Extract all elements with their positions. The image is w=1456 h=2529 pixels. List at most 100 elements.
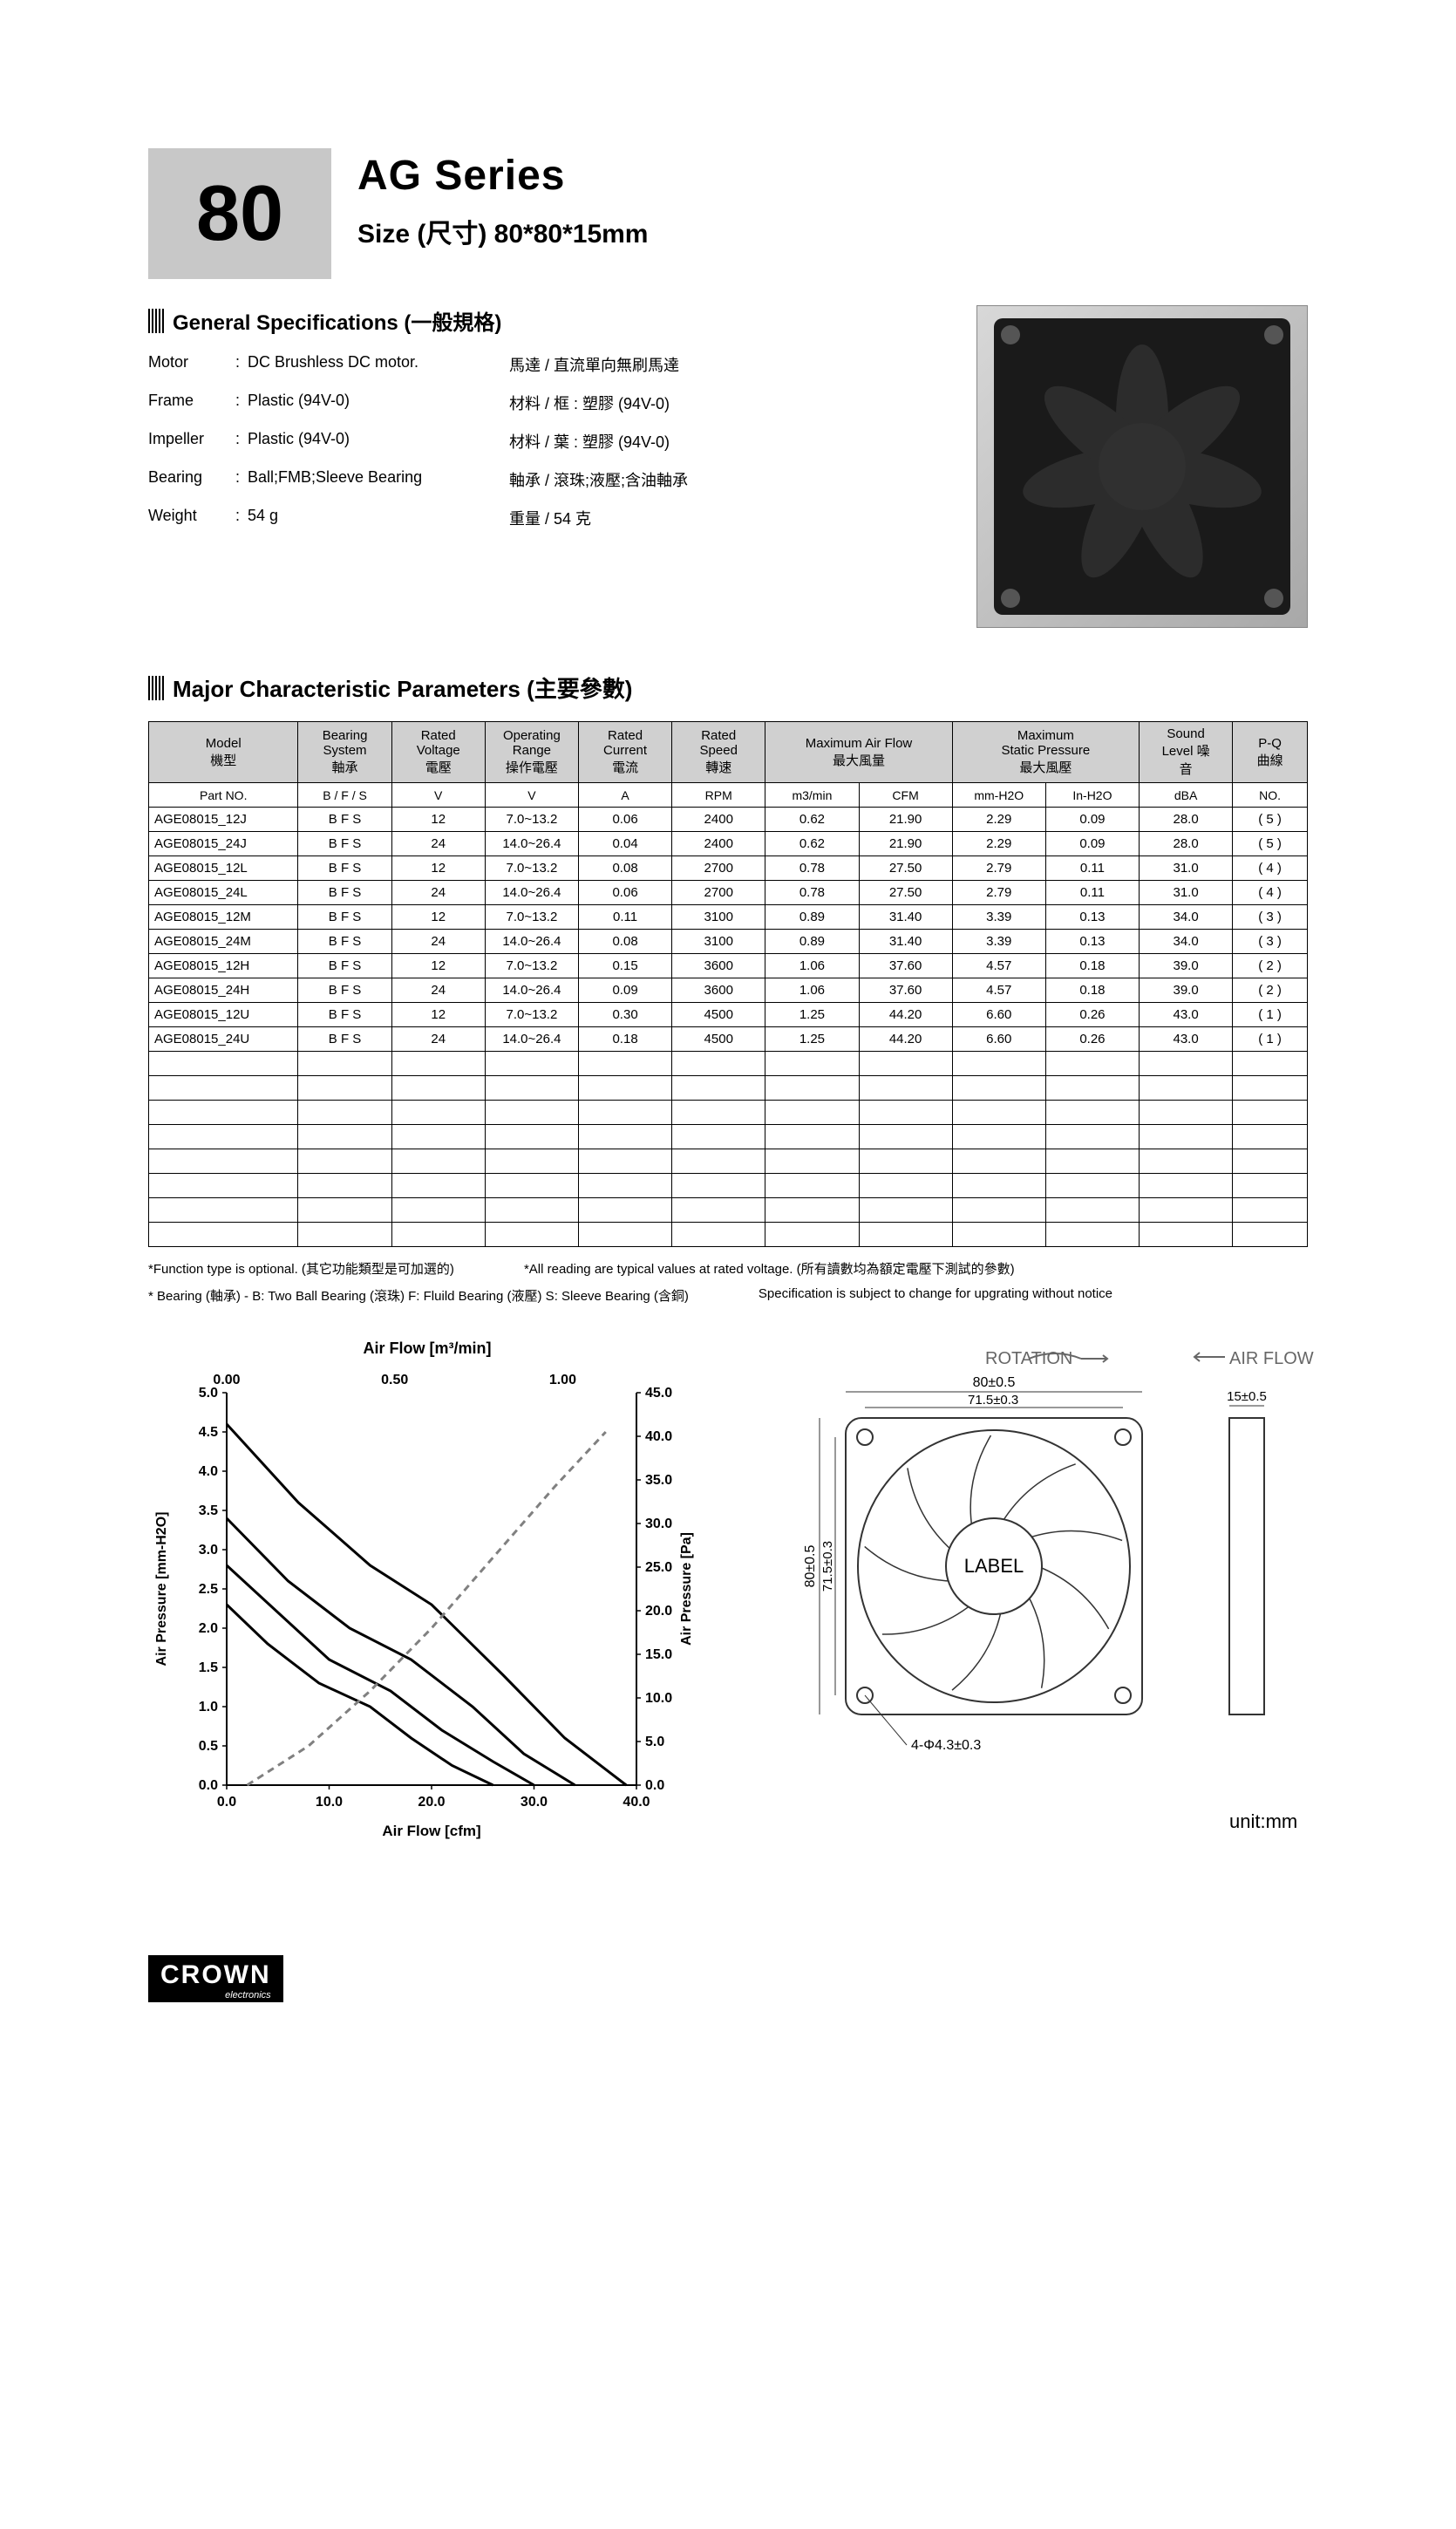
hatched-icon bbox=[148, 309, 164, 333]
table-cell bbox=[672, 1198, 765, 1223]
table-cell: 31.0 bbox=[1140, 881, 1233, 905]
table-cell bbox=[952, 1052, 1045, 1076]
spec-row: Motor:DC Brushless DC motor.馬達 / 直流單向無刷馬… bbox=[148, 353, 976, 376]
svg-text:0.0: 0.0 bbox=[199, 1778, 218, 1793]
table-cell: 1.06 bbox=[765, 978, 859, 1003]
table-cell: ( 2 ) bbox=[1233, 954, 1308, 978]
spec-label: Bearing bbox=[148, 468, 235, 491]
table-cell bbox=[391, 1223, 485, 1247]
svg-text:20.0: 20.0 bbox=[418, 1795, 445, 1810]
general-spec-title: General Specifications (一般規格) bbox=[173, 305, 501, 336]
table-cell bbox=[765, 1174, 859, 1198]
table-cell bbox=[859, 1125, 952, 1149]
footnotes: *Function type is optional. (其它功能類型是可加選的… bbox=[148, 1259, 1308, 1305]
table-header-cell: Maximum Air Flow最大風量 bbox=[765, 722, 952, 783]
table-cell: 0.89 bbox=[765, 930, 859, 954]
table-cell bbox=[578, 1101, 671, 1125]
table-cell: 37.60 bbox=[859, 978, 952, 1003]
table-cell: 1.25 bbox=[765, 1027, 859, 1052]
screw-hole-icon bbox=[1264, 325, 1283, 344]
title-block: AG Series Size (尺寸) 80*80*15mm bbox=[357, 148, 649, 250]
table-cell: 2.79 bbox=[952, 856, 1045, 881]
table-cell: 0.09 bbox=[1045, 808, 1139, 832]
spec-row: Weight:54 g重量 / 54 克 bbox=[148, 507, 976, 529]
table-cell bbox=[1045, 1223, 1139, 1247]
table-cell: 39.0 bbox=[1140, 978, 1233, 1003]
table-row: AGE08015_24UB F S2414.0~26.40.1845001.25… bbox=[149, 1027, 1308, 1052]
table-cell bbox=[298, 1101, 391, 1125]
table-cell bbox=[149, 1198, 298, 1223]
table-cell: 6.60 bbox=[952, 1027, 1045, 1052]
spec-val-en: Plastic (94V-0) bbox=[248, 392, 509, 414]
table-row bbox=[149, 1174, 1308, 1198]
table-cell: 21.90 bbox=[859, 832, 952, 856]
unit-cell: dBA bbox=[1140, 783, 1233, 808]
table-cell: 2700 bbox=[672, 881, 765, 905]
table-cell bbox=[485, 1149, 578, 1174]
table-cell: 2400 bbox=[672, 832, 765, 856]
svg-text:AIR FLOW: AIR FLOW bbox=[1229, 1349, 1314, 1368]
table-cell: 4.57 bbox=[952, 954, 1045, 978]
table-cell: 21.90 bbox=[859, 808, 952, 832]
table-cell bbox=[1233, 1149, 1308, 1174]
table-cell bbox=[298, 1052, 391, 1076]
table-cell bbox=[672, 1149, 765, 1174]
table-cell bbox=[578, 1174, 671, 1198]
table-header-cell: P-Q曲線 bbox=[1233, 722, 1308, 783]
brand-logo: CROWN electronics bbox=[148, 1955, 1308, 2002]
svg-text:20.0: 20.0 bbox=[645, 1604, 672, 1619]
table-cell bbox=[1233, 1125, 1308, 1149]
svg-text:4.5: 4.5 bbox=[199, 1425, 218, 1440]
table-cell: 0.13 bbox=[1045, 905, 1139, 930]
table-cell: AGE08015_12M bbox=[149, 905, 298, 930]
table-cell bbox=[298, 1076, 391, 1101]
spec-colon: : bbox=[235, 353, 248, 376]
major-title-row: Major Characteristic Parameters (主要參數) bbox=[148, 671, 1308, 704]
screw-hole-icon bbox=[1264, 589, 1283, 608]
table-row bbox=[149, 1149, 1308, 1174]
spec-colon: : bbox=[235, 392, 248, 414]
top-area: General Specifications (一般規格) Motor:DC B… bbox=[148, 305, 1308, 628]
table-cell bbox=[298, 1198, 391, 1223]
unit-cell: In-H2O bbox=[1045, 783, 1139, 808]
table-cell bbox=[298, 1125, 391, 1149]
table-cell bbox=[578, 1125, 671, 1149]
size-number: 80 bbox=[196, 169, 283, 259]
table-cell: 0.78 bbox=[765, 881, 859, 905]
table-row: AGE08015_24JB F S2414.0~26.40.0424000.62… bbox=[149, 832, 1308, 856]
major-title: Major Characteristic Parameters (主要參數) bbox=[173, 671, 632, 704]
table-cell: AGE08015_24U bbox=[149, 1027, 298, 1052]
table-cell bbox=[1140, 1125, 1233, 1149]
table-cell: 14.0~26.4 bbox=[485, 978, 578, 1003]
svg-text:0.00: 0.00 bbox=[213, 1373, 240, 1387]
table-cell: 12 bbox=[391, 856, 485, 881]
table-cell: 0.18 bbox=[578, 1027, 671, 1052]
unit-cell: B / F / S bbox=[298, 783, 391, 808]
table-cell bbox=[952, 1198, 1045, 1223]
table-cell bbox=[765, 1149, 859, 1174]
table-cell bbox=[1045, 1198, 1139, 1223]
table-cell bbox=[391, 1076, 485, 1101]
svg-text:5.0: 5.0 bbox=[199, 1386, 218, 1401]
table-cell: 0.11 bbox=[1045, 881, 1139, 905]
table-row: AGE08015_12JB F S127.0~13.20.0624000.622… bbox=[149, 808, 1308, 832]
table-cell bbox=[765, 1125, 859, 1149]
table-cell: 31.0 bbox=[1140, 856, 1233, 881]
svg-text:5.0: 5.0 bbox=[645, 1735, 664, 1749]
parameter-table: Model機型BearingSystem軸承RatedVoltage電壓Oper… bbox=[148, 721, 1308, 1247]
table-cell: 43.0 bbox=[1140, 1003, 1233, 1027]
table-cell bbox=[1233, 1052, 1308, 1076]
table-cell bbox=[485, 1052, 578, 1076]
table-cell: 0.62 bbox=[765, 832, 859, 856]
table-cell: B F S bbox=[298, 930, 391, 954]
table-cell bbox=[952, 1174, 1045, 1198]
table-cell: AGE08015_24M bbox=[149, 930, 298, 954]
table-cell: ( 2 ) bbox=[1233, 978, 1308, 1003]
table-cell bbox=[149, 1149, 298, 1174]
spec-colon: : bbox=[235, 430, 248, 453]
table-cell bbox=[391, 1198, 485, 1223]
table-cell: 0.78 bbox=[765, 856, 859, 881]
svg-text:71.5±0.3: 71.5±0.3 bbox=[820, 1541, 835, 1592]
table-cell bbox=[391, 1101, 485, 1125]
table-cell bbox=[672, 1174, 765, 1198]
